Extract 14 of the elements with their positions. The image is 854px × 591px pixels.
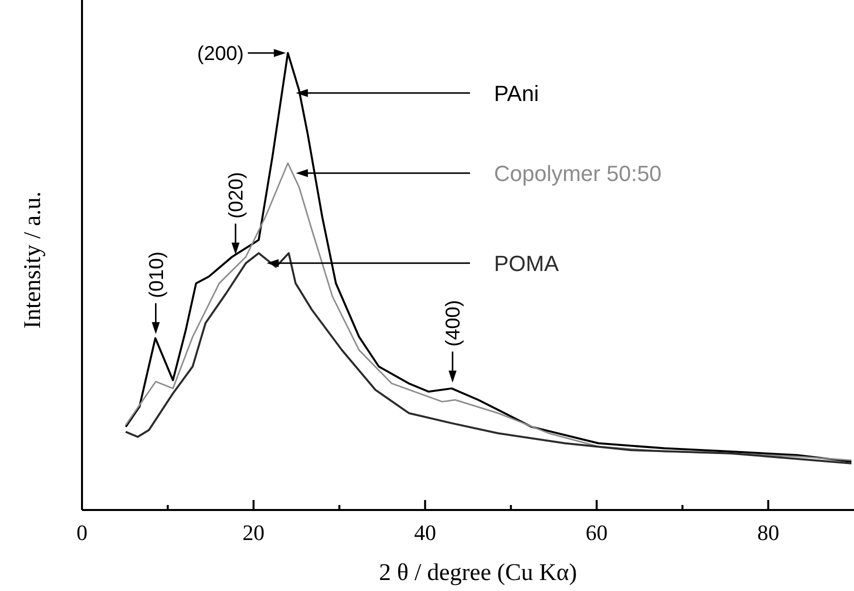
text: POMA bbox=[494, 251, 560, 276]
x-tick-label: 60 bbox=[586, 520, 608, 545]
text: Copolymer 50:50 bbox=[494, 161, 662, 186]
annotation: (200) bbox=[197, 43, 244, 65]
annotation: (400) bbox=[442, 300, 465, 347]
text: PAni bbox=[494, 81, 539, 106]
annotation: (020) bbox=[226, 172, 248, 219]
x-tick-label: 0 bbox=[76, 520, 88, 545]
y-axis-title: Intensity / a.u. bbox=[20, 191, 46, 329]
x-tick-label: 20 bbox=[242, 520, 265, 545]
x-tick-label: 80 bbox=[757, 520, 780, 545]
annotation: (010) bbox=[146, 251, 168, 298]
x-axis-title: 2 θ / degree (Cu Kα) bbox=[378, 560, 578, 586]
x-tick-label: 40 bbox=[414, 520, 436, 545]
